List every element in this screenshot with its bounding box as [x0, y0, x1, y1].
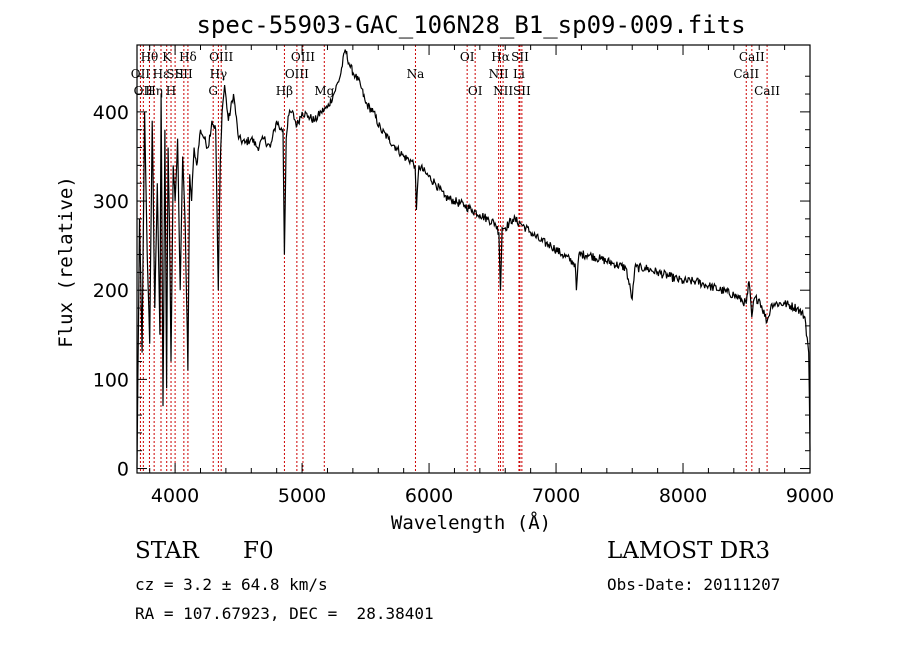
line-marker-label: Hγ — [210, 67, 228, 81]
observation-date: Obs-Date: 20111207 — [607, 575, 781, 594]
line-marker-label: Hβ — [276, 84, 293, 98]
y-axis-ticks: 0 100 200 300 400 — [93, 75, 810, 481]
x-tick-label: 5000 — [278, 485, 326, 507]
line-marker-label: Mg — [314, 84, 334, 98]
line-marker-label: Hδ — [179, 50, 197, 64]
spectrum-line — [136, 49, 811, 469]
line-marker-label: Li — [513, 67, 525, 81]
line-marker-label: G — [208, 84, 218, 98]
x-axis-ticks: 4000 5000 6000 7000 8000 9000 — [149, 45, 834, 507]
line-marker-label: H — [166, 84, 176, 98]
line-marker-label: CaII — [739, 50, 765, 64]
line-marker-label: SII — [511, 50, 529, 64]
subclass: F0 — [243, 538, 274, 564]
line-marker-label: OI — [468, 84, 483, 98]
line-marker-label: NII — [493, 84, 513, 98]
line-marker-label: SII — [166, 67, 184, 81]
line-marker-label: OI — [460, 50, 475, 64]
x-tick-label: 6000 — [405, 485, 453, 507]
line-marker-label: OIII — [291, 50, 315, 64]
line-marker-label: NII — [489, 67, 509, 81]
line-marker-label: Hη — [145, 84, 163, 98]
x-tick-label: 9000 — [786, 485, 834, 507]
y-tick-label: 400 — [93, 102, 129, 124]
line-marker-label: CaII — [754, 84, 780, 98]
coordinates: RA = 107.67923, DEC = 28.38401 — [135, 604, 434, 623]
survey-name: LAMOST DR3 — [607, 538, 771, 564]
redshift-cz: cz = 3.2 ± 64.8 km/s — [135, 575, 328, 594]
y-tick-label: 0 — [117, 459, 129, 481]
line-marker-label: Hα — [491, 50, 510, 64]
x-tick-label: 8000 — [659, 485, 707, 507]
line-marker-label: Na — [407, 67, 425, 81]
y-tick-label: 300 — [93, 191, 129, 213]
line-marker-label: Hθ — [141, 50, 159, 64]
x-tick-label: 7000 — [532, 485, 580, 507]
line-marker-label: SII — [175, 67, 193, 81]
line-marker-label: SII — [513, 84, 531, 98]
spectrum-chart: spec-55903-GAC_106N28_B1_sp09-009.fits O… — [55, 11, 834, 534]
chart-title: spec-55903-GAC_106N28_B1_sp09-009.fits — [196, 11, 745, 39]
line-marker-label: K — [162, 50, 172, 64]
x-tick-label: 4000 — [151, 485, 199, 507]
y-axis-label: Flux (relative) — [55, 176, 77, 348]
y-tick-label: 100 — [93, 369, 129, 391]
x-axis-label: Wavelength (Å) — [391, 511, 551, 534]
line-marker-label: CaII — [733, 67, 759, 81]
line-marker-labels: OIIOIIHθHηHεKHSIIHδSIIGHγOIIIHβOIIIOIIIM… — [131, 50, 780, 98]
plot-frame — [136, 44, 811, 474]
line-marker-label: OIII — [209, 50, 233, 64]
line-marker-label: OII — [131, 67, 151, 81]
line-marker-label: Hε — [153, 67, 170, 81]
object-class: STAR — [135, 538, 199, 564]
line-marker-label: OIII — [285, 67, 309, 81]
y-tick-label: 200 — [93, 280, 129, 302]
line-markers — [139, 45, 768, 473]
